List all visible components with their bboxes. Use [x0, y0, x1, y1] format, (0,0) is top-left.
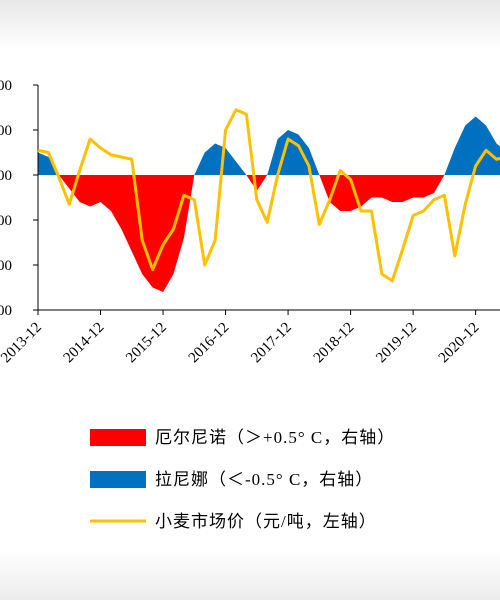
y-tick-label: 2200	[0, 258, 12, 274]
x-tick-label: 2013-12	[0, 320, 45, 367]
legend-label: 小麦市场价（元/吨，左轴）	[155, 512, 377, 531]
area	[194, 143, 247, 175]
legend-swatch	[90, 471, 146, 488]
top-fade	[0, 0, 500, 50]
area	[58, 175, 195, 292]
area	[246, 175, 268, 191]
bottom-fade	[0, 550, 500, 600]
y-tick-label: 2400	[0, 213, 12, 229]
x-tick-label: 2018-12	[311, 320, 358, 367]
x-tick-label: 2019-12	[373, 320, 420, 367]
y-tick-label: 3000	[0, 78, 12, 94]
x-tick-label: 2020-12	[436, 320, 483, 367]
x-tick-label: 2015-12	[123, 320, 170, 367]
x-tick-label: 2016-12	[186, 320, 233, 367]
area	[267, 130, 320, 175]
y-tick-label: 2600	[0, 168, 12, 184]
legend-swatch	[90, 429, 146, 446]
legend-label: 拉尼娜（＜-0.5° C，右轴）	[155, 470, 373, 489]
line	[37, 108, 500, 283]
plot: 2000 2200 2400 2600 2800 3000 2013-12 2014-12 20…	[0, 78, 500, 366]
legend-label: 厄尔尼诺（＞+0.5° C，右轴）	[155, 428, 395, 447]
y-tick-label: 2000	[0, 303, 12, 319]
area	[444, 116, 500, 175]
x-tick-label: 2017-12	[248, 320, 295, 367]
x-tick-label: 2014-12	[61, 320, 108, 367]
area	[38, 152, 59, 175]
legend: 厄尔尼诺（＞+0.5° C，右轴） 拉尼娜（＜-0.5° C，右轴） 小麦市场价（元…	[90, 428, 395, 531]
y-tick-label: 2800	[0, 123, 12, 139]
